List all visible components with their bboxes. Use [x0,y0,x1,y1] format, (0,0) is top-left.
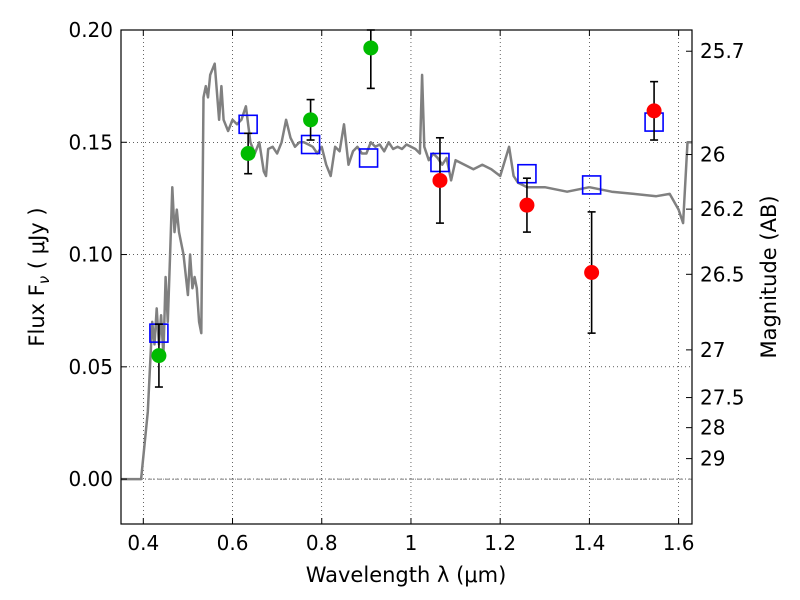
x-axis-ticks: 0.4 0.6 0.8 1 1.2 1.4 1.6 [127,30,695,555]
y-axis-label-unit: ( μJy ) [25,207,49,275]
plot-area [121,29,692,481]
x-tick-label: 0.8 [306,531,338,555]
y2-tick-label: 29 [700,447,725,471]
x-tick-label: 0.6 [217,531,249,555]
y-axis-ticks: 0.00 0.05 0.10 0.15 0.20 [68,18,127,491]
x-tick-label: 1.4 [573,531,605,555]
y-tick-label: 0.10 [68,243,113,267]
y2-tick-label: 25.7 [700,39,745,63]
y2-tick-label: 26.2 [700,197,745,221]
x-tick-label: 1.2 [484,531,516,555]
y2-tick-label: 28 [700,416,725,440]
observed-point-red [519,197,535,213]
x-axis-label: Wavelength λ (μm) [306,563,507,587]
y2-tick-label: 27.5 [700,386,745,410]
observed-point-green [303,112,319,128]
x-tick-label: 0.4 [127,531,159,555]
x-tick-label: 1 [405,531,418,555]
y2-axis-ticks: 25.7 26 26.2 26.5 27 27.5 28 29 [686,39,745,471]
y2-tick-label: 26 [700,143,725,167]
axes-frame [120,29,693,525]
y2-axis-label: Magnitude (AB) [757,195,781,358]
observed-point-green [240,146,256,161]
y-tick-label: 0.20 [68,18,113,42]
observed-point-green [151,348,167,364]
y-tick-label: 0.00 [68,467,113,491]
x-tick-label: 1.6 [663,531,695,555]
y-tick-label: 0.15 [68,130,113,154]
y-tick-label: 0.05 [68,355,113,379]
y-axis-label-subscript: ν [35,276,53,284]
observed-point-green [363,40,379,56]
y-axis-label: Flux Fν ( μJy ) [25,207,53,346]
model-band-square [581,175,602,195]
observed-point-red [432,172,448,188]
y2-tick-label: 26.5 [700,262,745,286]
y2-tick-label: 27 [700,338,725,362]
model-band-square [358,148,379,168]
observed-point-red [584,265,600,281]
observed-point-red [646,103,662,119]
